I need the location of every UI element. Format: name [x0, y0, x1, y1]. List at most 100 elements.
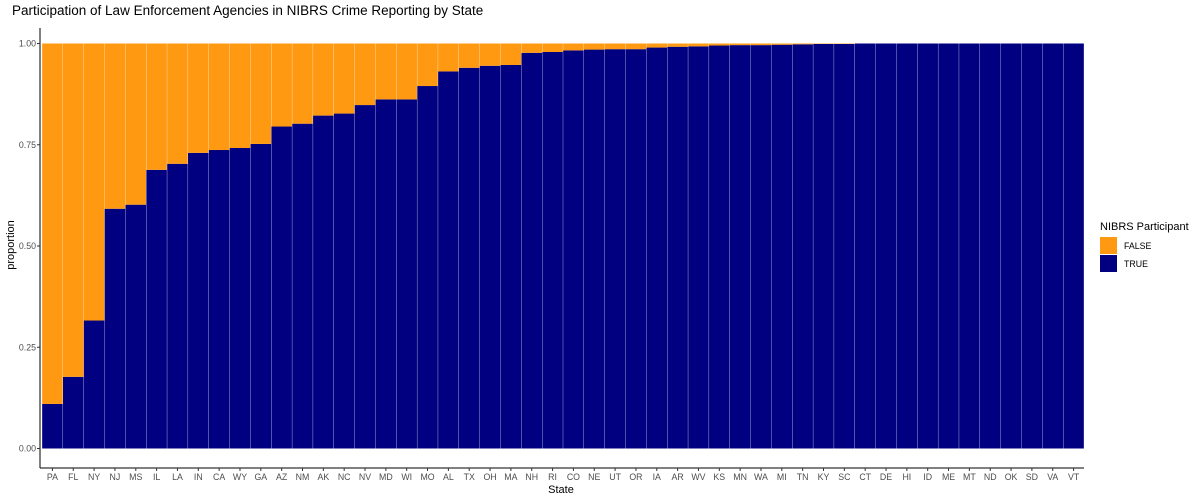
x-tick-label-nc: NC — [338, 472, 351, 482]
bar-true-ok — [1000, 43, 1022, 449]
bar-true-ms — [125, 204, 147, 449]
bar-true-al — [438, 71, 459, 449]
bar-true-hi — [896, 43, 918, 449]
bar-true-ia — [646, 47, 668, 449]
bar-true-nd — [979, 43, 1001, 449]
x-tick-label-nv: NV — [359, 472, 371, 482]
x-tick-label-me: ME — [942, 472, 955, 482]
bar-true-or — [625, 49, 647, 449]
x-tick-label-pa: PA — [47, 472, 58, 482]
bar-true-pa — [42, 403, 63, 449]
x-tick-label-ct: CT — [859, 472, 871, 482]
bar-false-ma — [500, 43, 522, 65]
bar-false-nh — [521, 43, 543, 53]
x-tick-label-oh: OH — [483, 472, 496, 482]
bar-true-nh — [521, 52, 543, 449]
legend-label-true: TRUE — [1124, 259, 1148, 269]
bar-false-fl — [62, 43, 84, 377]
bar-true-de — [875, 43, 897, 449]
bar-true-mi — [771, 44, 793, 449]
bar-true-ri — [542, 52, 563, 449]
bar-true-wy — [229, 147, 251, 449]
bar-true-ct — [854, 43, 876, 449]
x-tick-label-sc: SC — [838, 472, 851, 482]
x-tick-label-fl: FL — [68, 472, 78, 482]
x-tick-label-mt: MT — [963, 472, 976, 482]
x-tick-label-la: LA — [172, 472, 183, 482]
bar-false-oh — [479, 43, 501, 66]
x-tick-label-ut: UT — [609, 472, 621, 482]
bar-false-ri — [542, 43, 563, 53]
x-tick-label-ri: RI — [548, 472, 557, 482]
bar-false-la — [167, 43, 188, 164]
bar-false-mn — [729, 43, 751, 46]
y-axis-title: proportion — [5, 220, 17, 270]
bar-true-ca — [208, 150, 230, 449]
bar-false-mo — [417, 43, 438, 87]
x-tick-label-de: DE — [880, 472, 892, 482]
bar-true-mt — [959, 43, 980, 449]
y-axis: 0.00 0.25 0.50 0.75 1.00 — [19, 28, 41, 468]
x-tick-label-id: ID — [923, 472, 932, 482]
bar-true-ut — [604, 49, 626, 449]
bar-true-nc — [333, 113, 355, 449]
bar-true-la — [167, 163, 188, 449]
bar-true-ks — [709, 45, 730, 449]
x-tick-label-ak: AK — [317, 472, 329, 482]
bar-true-ma — [500, 64, 522, 449]
x-tick-label-vt: VT — [1068, 472, 1080, 482]
x-tick-label-ms: MS — [129, 472, 142, 482]
x-tick-label-mo: MO — [420, 472, 434, 482]
bar-false-ks — [709, 43, 730, 46]
bar-false-ia — [646, 43, 668, 48]
bar-true-mo — [417, 86, 438, 449]
bar-true-ny — [83, 320, 105, 449]
x-tick-label-wv: WV — [691, 472, 705, 482]
legend: NIBRS Participant FALSE TRUE — [1100, 221, 1189, 272]
legend-title: NIBRS Participant — [1100, 221, 1189, 233]
chart-title: Participation of Law Enforcement Agencie… — [12, 3, 483, 18]
x-tick-label-ks: KS — [713, 472, 725, 482]
x-tick-label-ky: KY — [818, 472, 830, 482]
bar-false-tn — [792, 43, 813, 45]
bar-true-tn — [792, 44, 813, 449]
x-tick-label-ga: GA — [254, 472, 267, 482]
bar-true-in — [188, 152, 209, 449]
bar-false-nc — [333, 43, 355, 114]
bar-false-ca — [208, 43, 230, 151]
bar-true-vt — [1063, 43, 1084, 449]
bar-true-ne — [583, 49, 605, 449]
x-axis: PA FL NY NJ MS IL LA IN CA WY GA AZ NM AK NC NV MD WI MO AL… — [40, 467, 1084, 482]
x-tick-label-hi: HI — [902, 472, 911, 482]
x-tick-label-nh: NH — [525, 472, 538, 482]
bar-false-il — [146, 43, 167, 170]
bar-true-wi — [396, 99, 417, 449]
y-tick-label-4: 1.00 — [19, 39, 36, 49]
bar-true-md — [375, 99, 397, 449]
x-tick-label-or: OR — [629, 472, 642, 482]
bar-false-wv — [688, 43, 709, 47]
bar-true-id — [917, 43, 938, 449]
y-tick-label-2: 0.50 — [19, 241, 36, 251]
bar-false-nm — [292, 43, 313, 124]
bar-false-az — [271, 43, 292, 127]
bar-true-sc — [834, 43, 855, 449]
bar-false-tx — [458, 43, 480, 68]
x-tick-label-nj: NJ — [110, 472, 121, 482]
x-axis-title: State — [548, 484, 574, 496]
bar-false-nv — [354, 43, 376, 106]
bar-true-fl — [62, 376, 84, 449]
bar-false-pa — [42, 43, 63, 404]
bar-false-nj — [104, 43, 126, 209]
bar-true-me — [938, 43, 959, 449]
bar-true-nj — [104, 208, 126, 449]
bar-false-ny — [83, 43, 105, 321]
x-tick-label-wi: WI — [401, 472, 412, 482]
legend-key-false — [1100, 237, 1117, 254]
bar-false-al — [438, 43, 459, 72]
bar-true-ak — [313, 115, 334, 449]
y-tick-label-0: 0.00 — [19, 444, 36, 454]
bar-false-co — [563, 43, 584, 51]
